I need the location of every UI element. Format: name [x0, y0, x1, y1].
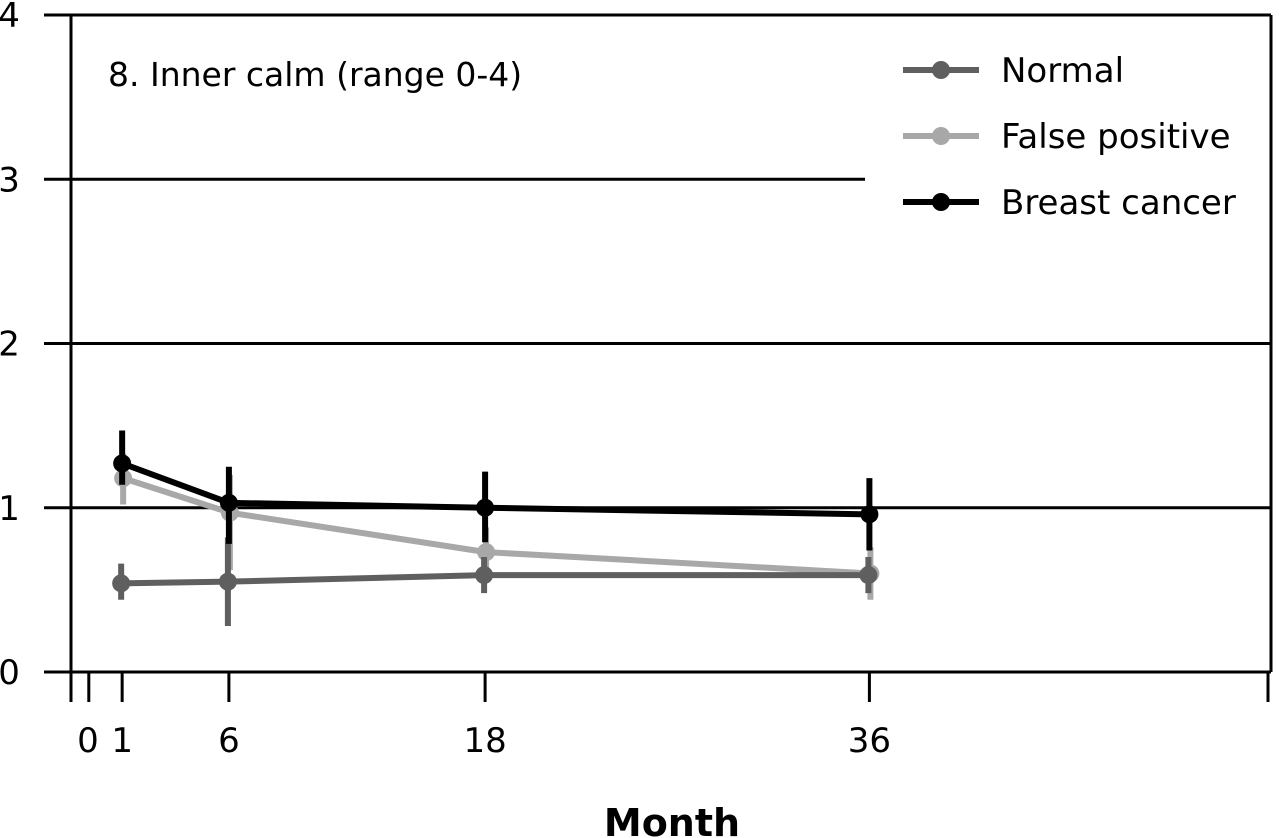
legend-item-normal: Normal: [903, 51, 1124, 91]
data-point: [859, 566, 878, 585]
y-tick-label-3: 3: [0, 160, 20, 200]
x-tick-label-36: 36: [848, 721, 891, 761]
legend-marker: [932, 127, 950, 145]
y-tick-label-4: 4: [0, 0, 20, 36]
data-point: [113, 454, 132, 473]
x-tick-label-18: 18: [463, 721, 506, 761]
data-point: [219, 493, 238, 512]
series-layer: [112, 430, 880, 627]
series-breast-cancer: [113, 430, 879, 551]
x-tick-label-0: 0: [77, 721, 99, 761]
legend-item-false-positive: False positive: [903, 117, 1231, 157]
series-line: [122, 475, 871, 577]
data-point: [475, 566, 494, 585]
series-line: [121, 460, 870, 518]
series-line: [121, 572, 869, 587]
data-point: [860, 505, 879, 524]
data-point: [112, 574, 131, 593]
x-tick-label-1: 1: [111, 721, 133, 761]
legend: Normal False positive Breast cancer: [903, 51, 1236, 223]
series-normal: [112, 537, 878, 627]
chart-title: 8. Inner calm (range 0-4): [108, 55, 522, 94]
y-tick-label-0: 0: [0, 653, 20, 693]
y-tick-label-2: 2: [0, 325, 20, 365]
data-point: [477, 543, 496, 562]
legend-item-breast-cancer: Breast cancer: [903, 183, 1236, 223]
x-tick-label-6: 6: [218, 721, 240, 761]
legend-marker: [932, 61, 950, 79]
legend-marker: [932, 193, 950, 211]
legend-label: Breast cancer: [1001, 183, 1236, 223]
data-point: [218, 572, 237, 591]
legend-label: False positive: [1001, 117, 1231, 157]
grid-lines: [71, 177, 1271, 510]
y-tick-label-1: 1: [0, 489, 20, 529]
x-axis-label: Month: [604, 801, 740, 838]
data-point: [476, 498, 495, 517]
legend-label: Normal: [1001, 51, 1124, 91]
